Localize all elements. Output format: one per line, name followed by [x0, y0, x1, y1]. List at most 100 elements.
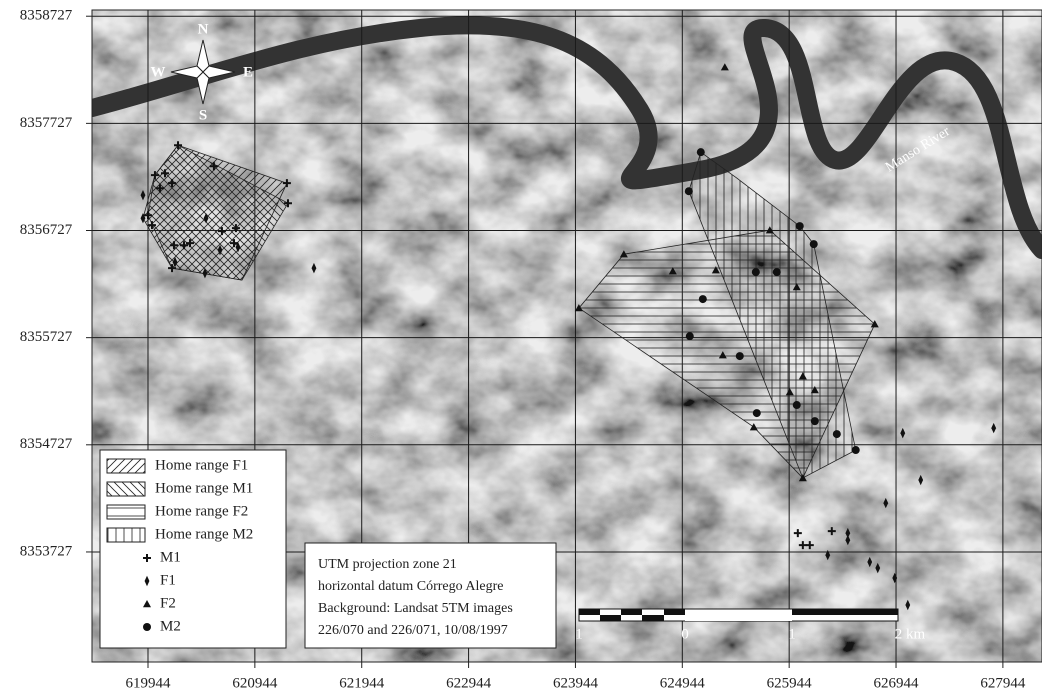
marker — [832, 430, 841, 439]
marker — [798, 541, 807, 550]
legend-label: M1 — [160, 549, 181, 565]
legend-label: M2 — [160, 618, 181, 634]
scale-label: 0 — [681, 626, 689, 642]
x-tick-label: 627944 — [980, 675, 1026, 691]
y-tick-label: 8358727 — [20, 8, 73, 24]
marker — [144, 575, 150, 587]
marker — [619, 250, 628, 258]
marker — [143, 211, 152, 220]
marker — [765, 226, 774, 234]
x-tick-label: 623944 — [553, 675, 599, 691]
marker — [160, 169, 169, 178]
marker — [785, 388, 794, 396]
marker — [810, 417, 819, 426]
marker — [795, 222, 804, 231]
marker — [282, 179, 291, 188]
marker — [792, 401, 801, 410]
compass-label: N — [198, 21, 209, 37]
marker — [892, 572, 898, 584]
marker — [140, 189, 146, 201]
marker — [217, 227, 226, 236]
marker — [698, 295, 707, 304]
marker — [169, 241, 178, 250]
map-frame — [91, 9, 1042, 663]
home-range — [688, 151, 857, 479]
legend-label: Home range M1 — [155, 480, 253, 496]
marker — [217, 244, 223, 256]
marker — [867, 556, 873, 568]
home-ranges — [142, 144, 876, 479]
marker — [150, 171, 159, 180]
marker — [810, 386, 819, 394]
marker — [147, 221, 156, 230]
marker — [711, 266, 720, 274]
marker — [155, 184, 164, 193]
marker — [825, 549, 831, 561]
marker — [230, 239, 239, 248]
compass-label: W — [151, 64, 166, 80]
marker — [905, 599, 911, 611]
marker — [696, 148, 705, 157]
marker — [827, 527, 836, 536]
info-box: UTM projection zone 21 horizontal datum … — [304, 542, 557, 649]
marker — [793, 529, 802, 538]
marker — [684, 187, 693, 196]
marker — [752, 409, 761, 418]
marker — [798, 474, 807, 482]
marker — [875, 562, 881, 574]
scale-bar: 1 0 1 2 km — [575, 608, 926, 642]
scale-label: 1 — [575, 626, 583, 642]
marker — [772, 268, 781, 277]
compass-label: S — [199, 107, 207, 123]
marker — [851, 446, 860, 455]
marker — [140, 212, 146, 224]
marker — [991, 422, 997, 434]
marker — [720, 63, 729, 71]
marker — [143, 554, 151, 562]
marker — [202, 267, 208, 279]
marker — [845, 534, 851, 546]
x-tick-label: 626944 — [874, 675, 920, 691]
marker — [845, 527, 851, 539]
marker — [209, 162, 218, 171]
legend-swatch — [106, 504, 146, 520]
marker — [168, 264, 177, 273]
legend-label: F1 — [160, 572, 176, 588]
marker — [668, 267, 677, 275]
marker — [235, 241, 241, 253]
marker — [311, 262, 317, 274]
marker — [174, 141, 183, 150]
marker — [883, 497, 889, 509]
marker — [900, 427, 906, 439]
legend: Home range F1 Home range M1 Home range F2 H… — [99, 449, 287, 649]
info-line: UTM projection zone 21 — [318, 557, 457, 572]
marker — [749, 423, 758, 431]
marker — [870, 320, 879, 328]
y-tick-label: 8356727 — [20, 222, 73, 238]
x-tick-label: 622944 — [446, 675, 492, 691]
legend-swatch — [106, 481, 146, 497]
legend-label: Home range F2 — [155, 503, 248, 519]
marker — [718, 351, 727, 359]
y-tick-label: 8354727 — [20, 436, 73, 452]
compass-label: E — [243, 64, 253, 80]
marker — [143, 623, 151, 631]
info-line: Background: Landsat 5TM images — [318, 601, 513, 616]
marker — [168, 179, 177, 188]
scale-label: 2 km — [895, 626, 926, 642]
marker — [792, 283, 801, 291]
marker — [751, 268, 760, 277]
marker — [143, 600, 151, 608]
x-tick-label: 619944 — [125, 675, 171, 691]
x-tick-label: 620944 — [232, 675, 278, 691]
x-tick-label: 625944 — [767, 675, 813, 691]
legend-label: Home range M2 — [155, 526, 253, 542]
marker — [735, 352, 744, 361]
marker — [180, 241, 189, 250]
marker — [918, 474, 924, 486]
marker — [172, 256, 178, 268]
river — [92, 16, 1042, 259]
y-tick-label: 8357727 — [20, 115, 73, 131]
marker — [809, 240, 818, 249]
marker — [574, 304, 583, 312]
